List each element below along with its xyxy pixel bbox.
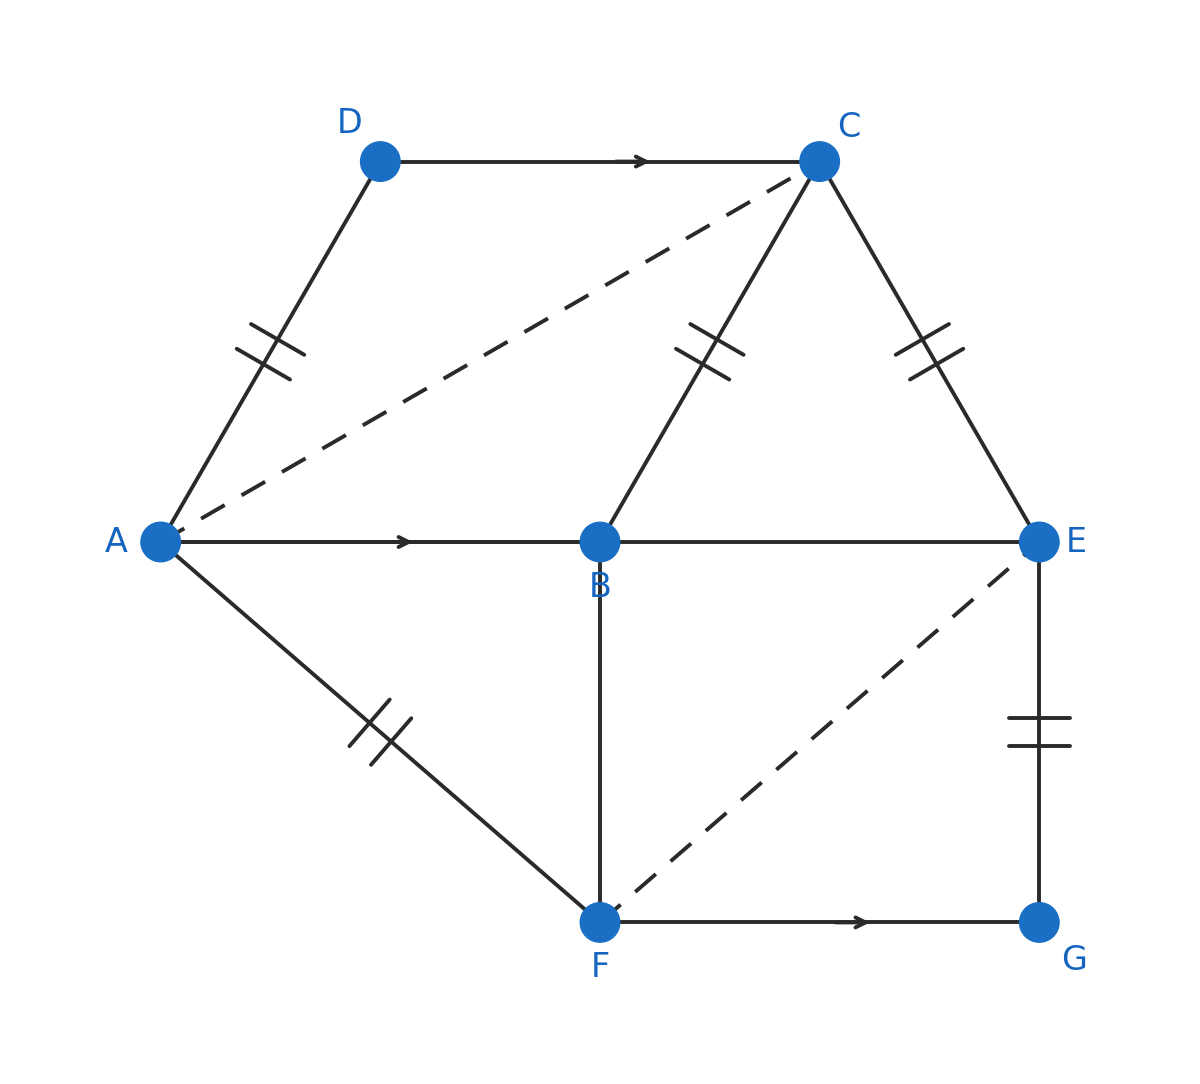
Text: B: B bbox=[588, 570, 612, 604]
Text: C: C bbox=[838, 111, 860, 144]
Text: D: D bbox=[337, 106, 362, 140]
Text: G: G bbox=[1061, 944, 1087, 978]
Circle shape bbox=[581, 522, 619, 562]
Circle shape bbox=[1020, 522, 1060, 562]
Text: F: F bbox=[590, 951, 610, 984]
Text: E: E bbox=[1066, 526, 1087, 558]
Circle shape bbox=[360, 142, 400, 181]
Circle shape bbox=[140, 522, 180, 562]
Text: A: A bbox=[104, 526, 127, 558]
Circle shape bbox=[1020, 903, 1060, 942]
Circle shape bbox=[800, 142, 840, 181]
Circle shape bbox=[581, 903, 619, 942]
